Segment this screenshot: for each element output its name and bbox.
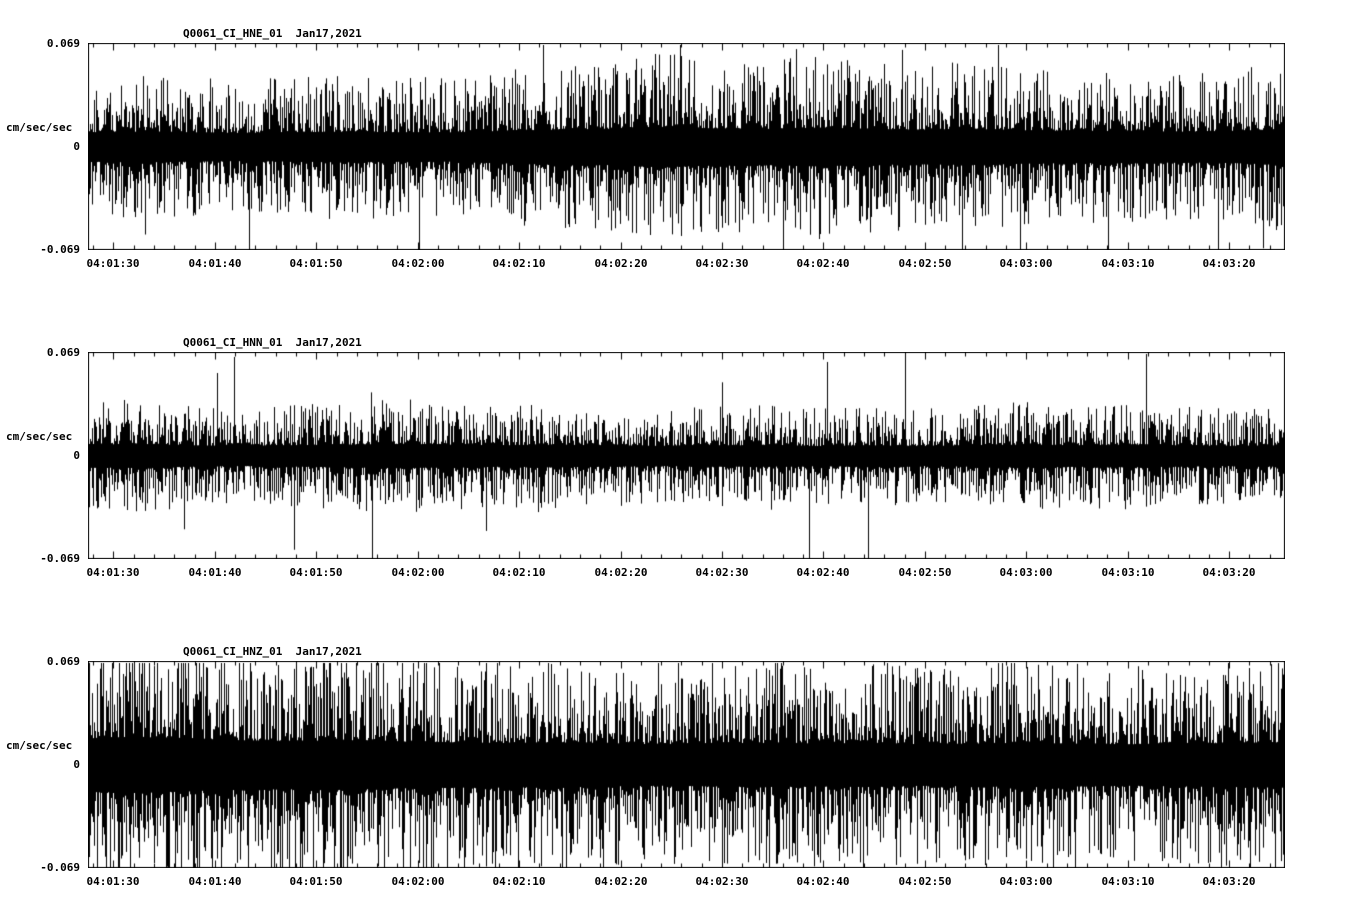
x-tick-label: 04:03:20 — [1202, 875, 1256, 888]
x-tick-label: 04:02:50 — [898, 566, 952, 579]
y-tick-top-hnz: 0.069 — [46, 655, 80, 668]
x-tick-label: 04:02:40 — [796, 257, 850, 270]
waveform-canvas-hnn — [88, 352, 1285, 559]
plot-title-hnz: Q0061_CI_HNZ_01 Jan17,2021 — [183, 645, 362, 658]
x-tick-label: 04:03:20 — [1202, 257, 1256, 270]
plot-area-hne — [88, 43, 1285, 250]
y-tick-zero-hnn: 0 — [73, 448, 80, 462]
y-tick-zero-hne: 0 — [73, 139, 80, 153]
y-axis-units-hne: cm/sec/sec — [6, 120, 73, 134]
x-tick-label: 04:01:30 — [86, 875, 140, 888]
x-tick-label: 04:01:50 — [289, 257, 343, 270]
plot-title-hne: Q0061_CI_HNE_01 Jan17,2021 — [183, 27, 362, 40]
y-tick-zero-hnz: 0 — [73, 757, 80, 771]
x-tick-label: 04:01:30 — [86, 257, 140, 270]
x-tick-label: 04:01:30 — [86, 566, 140, 579]
plot-area-hnn — [88, 352, 1285, 559]
x-tick-label: 04:01:40 — [188, 566, 242, 579]
x-tick-label: 04:02:00 — [391, 257, 445, 270]
x-tick-label: 04:02:20 — [594, 257, 648, 270]
waveform-canvas-hnz — [88, 661, 1285, 868]
x-tick-label: 04:02:50 — [898, 257, 952, 270]
y-axis-units-hnn: cm/sec/sec — [6, 429, 73, 443]
x-tick-label: 04:02:30 — [695, 875, 749, 888]
y-tick-bottom-hnz: -0.069 — [40, 861, 80, 874]
x-tick-label: 04:03:00 — [999, 875, 1053, 888]
x-tick-label: 04:02:50 — [898, 875, 952, 888]
plot-title-hnn: Q0061_CI_HNN_01 Jan17,2021 — [183, 336, 362, 349]
x-tick-label: 04:02:20 — [594, 566, 648, 579]
y-tick-bottom-hnn: -0.069 — [40, 552, 80, 565]
panel-hne: Q0061_CI_HNE_01 Jan17,2021 cm/sec/sec 0.… — [6, 27, 1285, 270]
x-axis-labels-hnn: 04:01:30 04:01:40 04:01:50 04:02:00 04:02:10… — [87, 566, 1285, 580]
waveform-canvas-hne — [88, 43, 1285, 250]
x-tick-label: 04:02:40 — [796, 875, 850, 888]
panel-hnn: Q0061_CI_HNN_01 Jan17,2021 cm/sec/sec 0.… — [6, 336, 1285, 579]
panel-hnz: Q0061_CI_HNZ_01 Jan17,2021 cm/sec/sec 0.… — [6, 645, 1285, 888]
x-tick-label: 04:02:00 — [391, 566, 445, 579]
x-tick-label: 04:02:10 — [492, 257, 546, 270]
x-tick-label: 04:03:10 — [1101, 257, 1155, 270]
x-tick-label: 04:02:20 — [594, 875, 648, 888]
x-tick-label: 04:02:10 — [492, 566, 546, 579]
x-tick-label: 04:02:00 — [391, 875, 445, 888]
x-tick-label: 04:02:10 — [492, 875, 546, 888]
x-tick-label: 04:01:40 — [188, 257, 242, 270]
x-tick-label: 04:03:10 — [1101, 566, 1155, 579]
x-tick-label: 04:02:30 — [695, 257, 749, 270]
x-tick-label: 04:03:10 — [1101, 875, 1155, 888]
x-axis-labels-hnz: 04:01:30 04:01:40 04:01:50 04:02:00 04:02:10… — [87, 875, 1285, 889]
x-tick-label: 04:02:30 — [695, 566, 749, 579]
x-tick-label: 04:01:40 — [188, 875, 242, 888]
y-axis-units-hnz: cm/sec/sec — [6, 738, 73, 752]
x-tick-label: 04:03:00 — [999, 566, 1053, 579]
y-tick-top-hne: 0.069 — [46, 37, 80, 50]
plot-area-hnz — [88, 661, 1285, 868]
x-tick-label: 04:03:00 — [999, 257, 1053, 270]
x-tick-label: 04:03:20 — [1202, 566, 1256, 579]
x-tick-label: 04:01:50 — [289, 875, 343, 888]
x-tick-label: 04:01:50 — [289, 566, 343, 579]
y-tick-top-hnn: 0.069 — [46, 346, 80, 359]
x-tick-label: 04:02:40 — [796, 566, 850, 579]
x-axis-labels-hne: 04:01:30 04:01:40 04:01:50 04:02:00 04:02:10… — [87, 257, 1285, 271]
y-tick-bottom-hne: -0.069 — [40, 243, 80, 256]
